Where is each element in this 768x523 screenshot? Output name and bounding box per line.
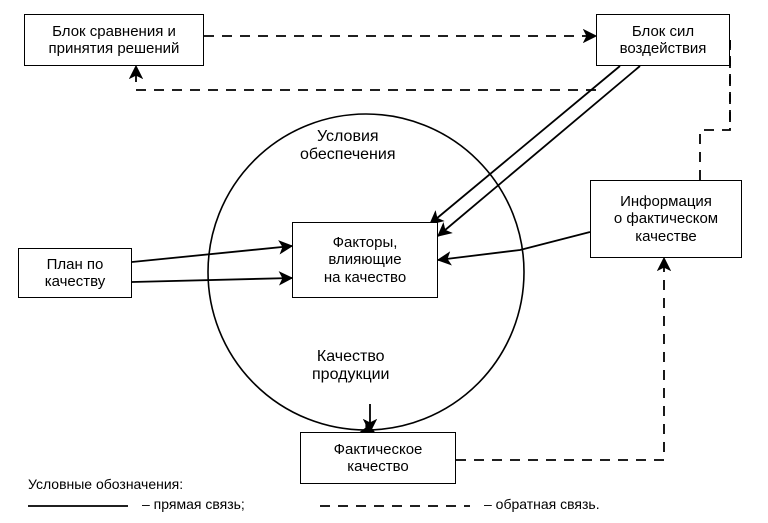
label-text: Качествопродукции [312,348,389,383]
node-quality-plan: План покачеству [18,248,132,298]
edge-plan-to-factors-top [132,246,292,262]
edge-actual-to-info [456,258,664,460]
legend-item-label: – прямая связь; [142,496,245,512]
circle-bottom-label: Качествопродукции [312,348,389,385]
node-label: Блок силвоздействия [620,23,707,58]
node-label: Фактическоекачество [334,441,423,476]
edge-info-to-factors [438,232,590,260]
legend-item-label: – обратная связь. [484,496,600,512]
legend-item-feedback: – обратная связь. [484,496,600,512]
node-actual-quality: Фактическоекачество [300,432,456,484]
legend-item-direct: – прямая связь; [142,496,245,512]
label-text: Условияобеспечения [300,128,395,163]
node-quality-factors: Факторы,влияющиена качество [292,222,438,298]
legend-title: Условные обозначения: [28,476,183,492]
edge-plan-to-factors-bot [132,278,292,282]
circle-top-label: Условияобеспечения [300,128,395,165]
legend: Условные обозначения: [28,476,183,498]
node-impact-forces: Блок силвоздействия [596,14,730,66]
node-label: Факторы,влияющиена качество [324,234,406,286]
node-label: Блок сравнения ипринятия решений [49,23,180,58]
node-actual-quality-info: Информацияо фактическомкачестве [590,180,742,258]
node-label: Информацияо фактическомкачестве [614,193,718,245]
edge-feedback-to-compare-loop [136,66,596,90]
node-label: План покачеству [45,256,106,291]
node-compare-and-decide: Блок сравнения ипринятия решений [24,14,204,66]
